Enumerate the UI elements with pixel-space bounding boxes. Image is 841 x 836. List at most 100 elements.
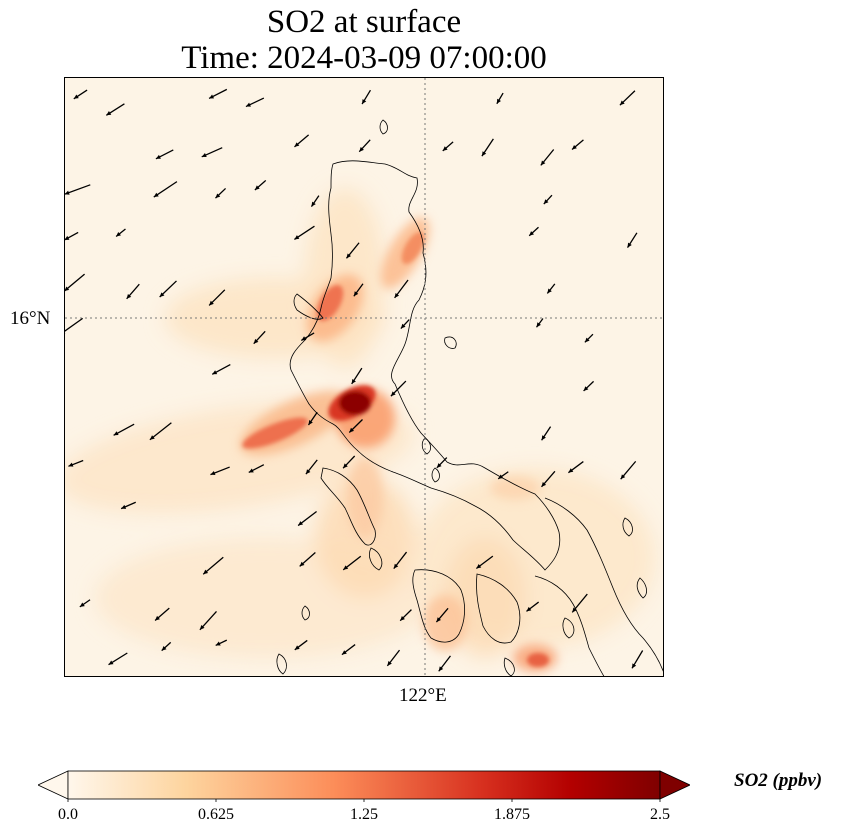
wind-arrow-head bbox=[390, 391, 396, 397]
wind-arrow-head bbox=[526, 606, 532, 612]
wind-arrow-head bbox=[149, 435, 155, 440]
wind-arrow-head bbox=[529, 231, 534, 236]
wind-arrow-head bbox=[113, 431, 119, 436]
wind-arrow-head bbox=[400, 615, 405, 621]
wind-arrow-head bbox=[305, 469, 311, 475]
wind-arrow-head bbox=[584, 337, 590, 343]
wind-arrow-head bbox=[353, 291, 359, 297]
wind-arrow-head bbox=[121, 504, 127, 509]
wind-arrow-head bbox=[481, 151, 487, 157]
wind-arrow-head bbox=[161, 645, 167, 651]
wind-arrow-head bbox=[201, 152, 207, 157]
wind-arrow bbox=[149, 422, 172, 441]
wind-arrow-head bbox=[387, 660, 392, 666]
wind-arrow-head bbox=[543, 199, 549, 205]
wind-arrow-head bbox=[65, 235, 70, 240]
wind-arrow-head bbox=[254, 185, 260, 190]
wind-arrow-head bbox=[547, 288, 552, 294]
wind-arrow-head bbox=[632, 663, 637, 669]
wind-arrow-head bbox=[79, 602, 85, 607]
wind-arrow-head bbox=[619, 100, 625, 106]
wind-arrow-head bbox=[394, 292, 400, 298]
wind-arrow bbox=[65, 317, 84, 332]
wind-arrow-head bbox=[212, 370, 218, 375]
wind-arrow-head bbox=[572, 144, 577, 150]
wind-arrow-head bbox=[210, 470, 216, 476]
latitude-tick-16n: 16°N bbox=[10, 308, 51, 329]
wind-arrow-head bbox=[106, 111, 112, 116]
wind-arrow-head bbox=[68, 462, 74, 467]
gridlines bbox=[65, 78, 663, 676]
wind-arrow-head bbox=[294, 142, 300, 147]
wind-arrow-head bbox=[245, 102, 251, 107]
wind-arrow-head bbox=[583, 386, 589, 391]
colorbar-tick-label: 1.25 bbox=[350, 806, 378, 823]
wind-arrow-head bbox=[572, 607, 577, 613]
so2-haze-layer bbox=[65, 188, 655, 658]
wind-arrow-head bbox=[620, 474, 626, 480]
colorbar-gradient bbox=[67, 770, 661, 800]
wind-arrow-head bbox=[362, 99, 367, 105]
colorbar-max-extend bbox=[659, 770, 690, 800]
wind-arrow-head bbox=[159, 292, 165, 297]
wind-arrow-head bbox=[476, 564, 482, 569]
wind-arrow-head bbox=[203, 569, 209, 575]
wind-arrow-head bbox=[301, 336, 307, 341]
colorbar-min-extend bbox=[38, 770, 69, 800]
wind-arrow-head bbox=[294, 235, 300, 240]
wind-arrow-head bbox=[341, 650, 347, 655]
wind-arrow-head bbox=[346, 253, 351, 259]
map-panel bbox=[64, 77, 664, 677]
wind-arrow-head bbox=[393, 563, 399, 569]
wind-arrow-head bbox=[438, 666, 444, 672]
colorbar-tick-label: 1.875 bbox=[494, 806, 530, 823]
wind-arrow-head bbox=[627, 242, 632, 248]
wind-arrow-head bbox=[108, 660, 114, 665]
wind-arrow-head bbox=[308, 420, 313, 425]
wind-arrow-head bbox=[351, 378, 356, 384]
colorbar-tick-label: 0.625 bbox=[198, 806, 234, 823]
map-subtitle-time: Time: 2024-03-09 07:00:00 bbox=[181, 40, 547, 76]
wind-arrow-head bbox=[436, 617, 441, 623]
wind-arrow-head bbox=[349, 427, 355, 433]
wind-arrow-head bbox=[65, 190, 70, 195]
wind-arrow-head bbox=[498, 474, 504, 479]
wind-arrow-head bbox=[215, 193, 221, 199]
longitude-tick-122e: 122°E bbox=[399, 685, 447, 706]
wind-arrow-head bbox=[343, 463, 348, 469]
wind-arrow-head bbox=[541, 481, 547, 487]
wind-arrow bbox=[153, 181, 178, 198]
wind-arrow bbox=[65, 184, 91, 195]
wind-arrow-head bbox=[215, 641, 221, 646]
colorbar-tick-label: 2.5 bbox=[650, 806, 670, 823]
wind-arrow-head bbox=[311, 201, 316, 207]
map-canvas bbox=[65, 78, 663, 676]
wind-arrow-head bbox=[496, 98, 501, 104]
wind-arrow-head bbox=[294, 645, 300, 650]
wind-arrow-head bbox=[155, 615, 160, 621]
wind-arrow-head bbox=[540, 160, 546, 166]
colorbar-tick-label: 0.0 bbox=[58, 806, 78, 823]
wind-arrow-head bbox=[568, 468, 574, 473]
colorbar-label: SO2 (ppbv) bbox=[734, 770, 823, 791]
colorbar bbox=[38, 770, 690, 802]
wind-arrow-head bbox=[126, 293, 132, 299]
wind-arrow-head bbox=[299, 561, 305, 567]
wind-arrow-head bbox=[536, 322, 541, 328]
wind-arrow-head bbox=[541, 435, 546, 441]
wind-arrow-head bbox=[400, 323, 406, 329]
wind-arrow-head bbox=[155, 154, 161, 159]
wind-arrow-head bbox=[343, 565, 349, 570]
wind-arrow-head bbox=[73, 94, 79, 99]
wind-arrow-head bbox=[298, 521, 304, 526]
map-title: SO2 at surface bbox=[266, 4, 462, 40]
wind-arrow-head bbox=[359, 146, 364, 152]
wind-arrow-head bbox=[209, 94, 215, 99]
wind-arrow-head bbox=[442, 146, 448, 151]
wind-arrow-head bbox=[253, 338, 259, 344]
wind-arrow-head bbox=[209, 300, 214, 306]
so2-core-layer bbox=[242, 231, 549, 667]
wind-arrow-head bbox=[199, 624, 205, 630]
wind-arrow-head bbox=[153, 192, 159, 198]
wind-arrow-head bbox=[116, 231, 121, 237]
